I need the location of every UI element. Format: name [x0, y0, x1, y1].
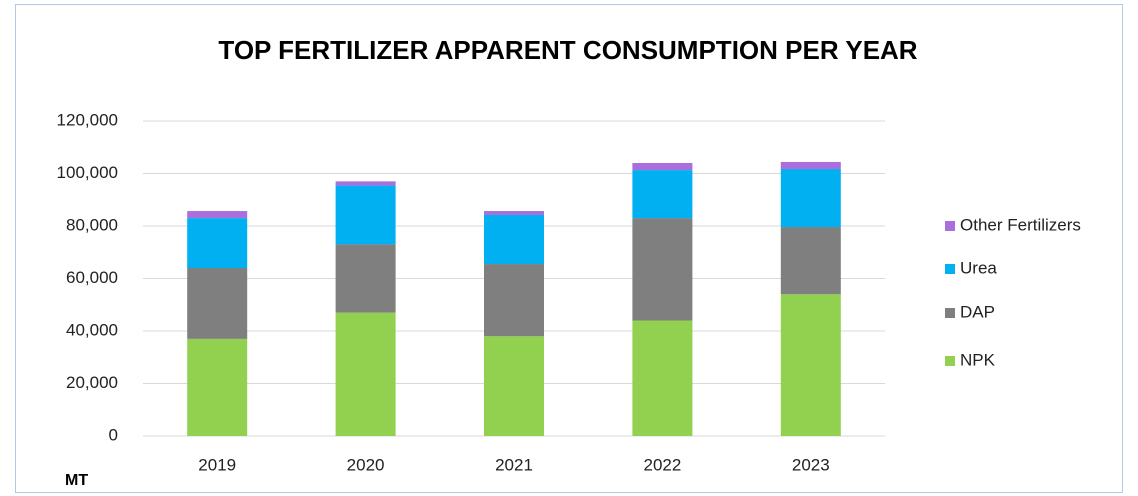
legend-label: Other Fertilizers — [960, 215, 1081, 234]
bar-segment — [335, 181, 396, 186]
legend-label: DAP — [960, 302, 995, 321]
x-tick-label: 2020 — [347, 455, 385, 474]
y-tick-label: 20,000 — [66, 373, 118, 392]
chart-title: TOP FERTILIZER APPARENT CONSUMPTION PER … — [218, 35, 917, 65]
y-tick-label: 100,000 — [57, 163, 118, 182]
bar-segment — [632, 170, 693, 219]
legend-swatch — [945, 264, 955, 274]
bar-segment — [335, 244, 396, 313]
x-tick-label: 2019 — [198, 455, 236, 474]
bar-segment — [484, 211, 544, 215]
bar-segment — [187, 211, 248, 219]
legend-swatch — [945, 221, 955, 231]
y-axis-label: MT — [65, 472, 88, 489]
x-tick-label: 2021 — [495, 455, 533, 474]
y-tick-label: 60,000 — [66, 268, 118, 287]
bar-segment — [187, 338, 248, 436]
bar-segment — [780, 161, 841, 170]
bar-segment — [780, 227, 841, 295]
bar-segment — [632, 163, 693, 171]
bar-segment — [335, 185, 396, 245]
bar-segment — [632, 218, 693, 321]
legend-swatch — [945, 308, 955, 318]
bar-segment — [335, 312, 396, 436]
legend-label: Urea — [960, 258, 997, 277]
bar-segment — [780, 294, 841, 436]
chart-frame — [15, 4, 1123, 493]
y-tick-label: 80,000 — [66, 215, 118, 234]
bar-segment — [780, 169, 841, 228]
y-tick-label: 120,000 — [57, 110, 118, 129]
bar-segment — [632, 320, 693, 436]
legend-swatch — [945, 356, 955, 366]
legend-label: NPK — [960, 350, 996, 369]
y-tick-label: 40,000 — [66, 320, 118, 339]
bar-segment — [484, 264, 544, 337]
x-tick-label: 2022 — [643, 455, 681, 474]
bar-segment — [187, 218, 248, 268]
bar-segment — [484, 214, 544, 265]
x-tick-label: 2023 — [792, 455, 830, 474]
bar-segment — [484, 336, 544, 436]
bar-segment — [187, 268, 248, 339]
y-tick-label: 0 — [109, 425, 118, 444]
